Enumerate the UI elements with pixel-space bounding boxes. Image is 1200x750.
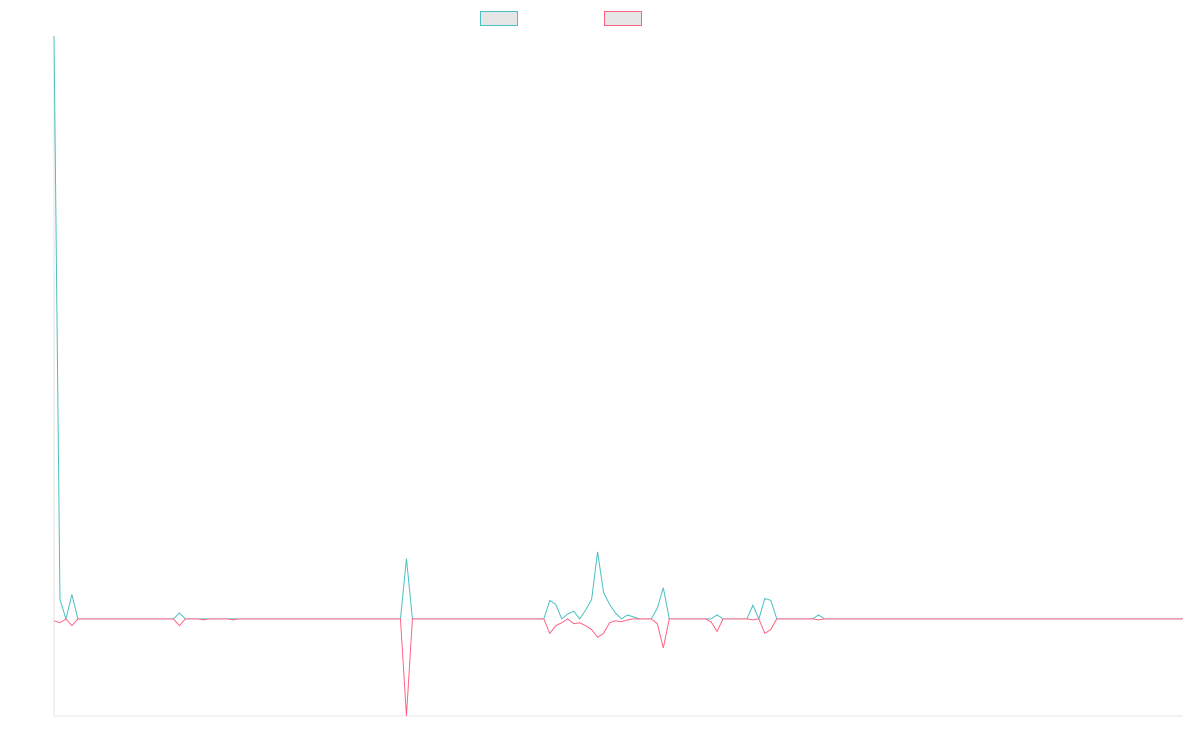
legend-item-series-2[interactable]	[604, 9, 648, 27]
series-line-1	[53, 35, 1183, 621]
series-layer	[53, 35, 1183, 717]
series-line-2	[53, 618, 1183, 717]
legend-item-series-1[interactable]	[480, 9, 524, 27]
legend	[0, 9, 1200, 27]
legend-swatch-series-1	[480, 10, 518, 26]
legend-swatch-series-2	[604, 10, 642, 26]
